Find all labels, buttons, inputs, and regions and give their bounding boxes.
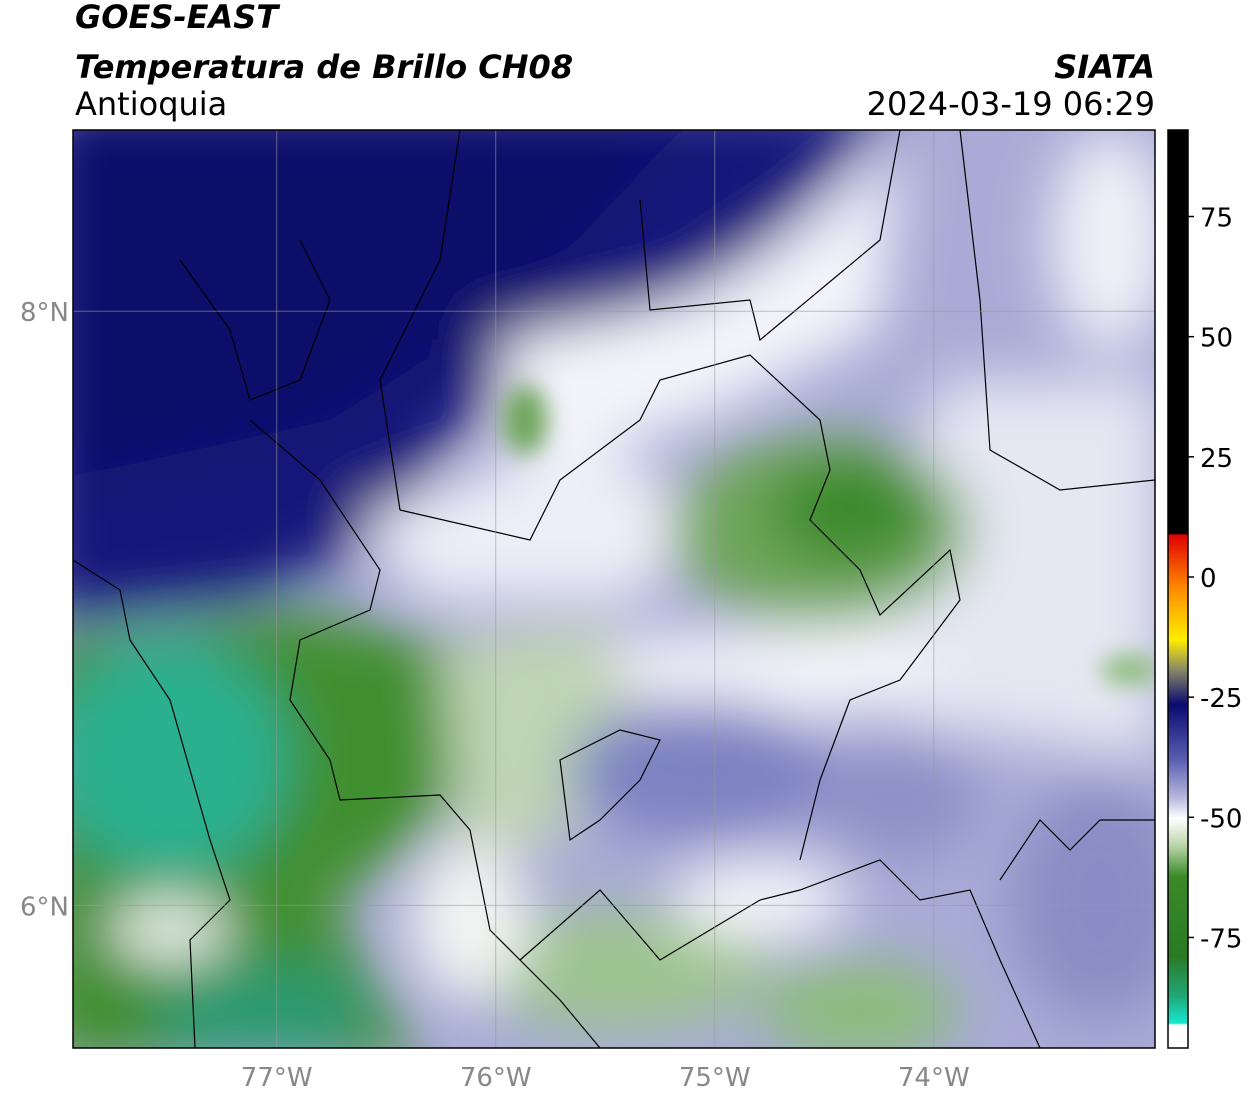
lon-label: 74°W: [898, 1063, 970, 1093]
map-frame: [72, 129, 1156, 1049]
colorbar-tick-label: -25: [1200, 684, 1242, 714]
colorbar-tick-label: -50: [1200, 804, 1242, 834]
colorbar-ticks: 75 50 25 0 -25 -50 -75: [1188, 204, 1242, 954]
region: Antioquia: [75, 85, 227, 123]
lon-label: 76°W: [460, 1063, 532, 1093]
subtitle: Temperatura de Brillo CH08: [75, 48, 573, 86]
colorbar-tick-label: -75: [1200, 924, 1242, 954]
title: GOES-EAST: [75, 0, 280, 36]
colorbar-tick-label: 25: [1200, 444, 1233, 474]
graticule: 8°N 6°N 77°W 76°W 75°W 74°W: [20, 130, 1155, 1093]
lat-label: 8°N: [20, 298, 69, 328]
colorbar: [1167, 129, 1189, 1049]
lat-label: 6°N: [20, 892, 69, 922]
source: SIATA: [1054, 48, 1155, 86]
lon-label: 77°W: [241, 1063, 313, 1093]
lon-label: 75°W: [679, 1063, 751, 1093]
colorbar-tick-label: 0: [1200, 564, 1217, 594]
timestamp: 2024-03-19 06:29: [867, 85, 1155, 123]
colorbar-tick-label: 75: [1200, 204, 1233, 234]
colorbar-tick-label: 50: [1200, 324, 1233, 354]
satellite-image: [73, 130, 1155, 1048]
